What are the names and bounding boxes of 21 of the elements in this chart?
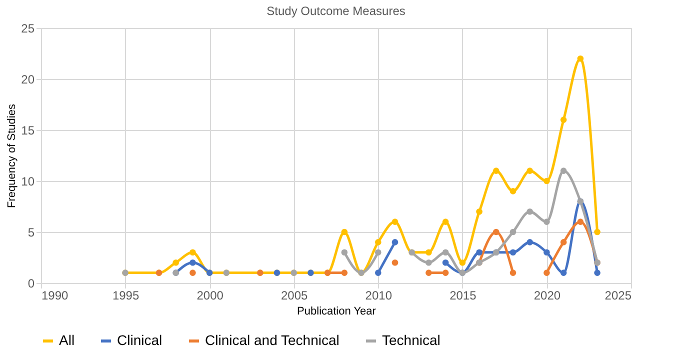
x-tick-label: 1990 bbox=[42, 288, 69, 302]
legend-label: Technical bbox=[382, 332, 440, 348]
x-tick-label: 2000 bbox=[196, 288, 224, 302]
x-tick-label: 2015 bbox=[450, 288, 477, 302]
legend-label: All bbox=[59, 332, 75, 348]
y-tick-label: 5 bbox=[28, 226, 35, 240]
y-tick-label: 25 bbox=[21, 22, 35, 36]
x-tick-label: 2025 bbox=[604, 288, 632, 302]
x-tick-label: 2010 bbox=[365, 288, 392, 302]
chart-title: Study Outcome Measures bbox=[266, 4, 406, 18]
x-tick-label: 2005 bbox=[281, 288, 308, 302]
legend-label: Clinical bbox=[117, 332, 162, 348]
legend-label: Clinical and Technical bbox=[205, 332, 340, 348]
y-tick-label: 10 bbox=[21, 174, 35, 188]
y-tick-label: 20 bbox=[21, 72, 35, 86]
y-tick-label: 0 bbox=[28, 276, 35, 290]
y-tick-label: 15 bbox=[21, 124, 35, 138]
x-axis-title: Publication Year bbox=[297, 306, 376, 318]
x-tick-label: 1995 bbox=[112, 288, 140, 302]
x-tick-label: 2020 bbox=[534, 288, 561, 302]
y-axis-title: Frequency of Studies bbox=[6, 104, 18, 208]
